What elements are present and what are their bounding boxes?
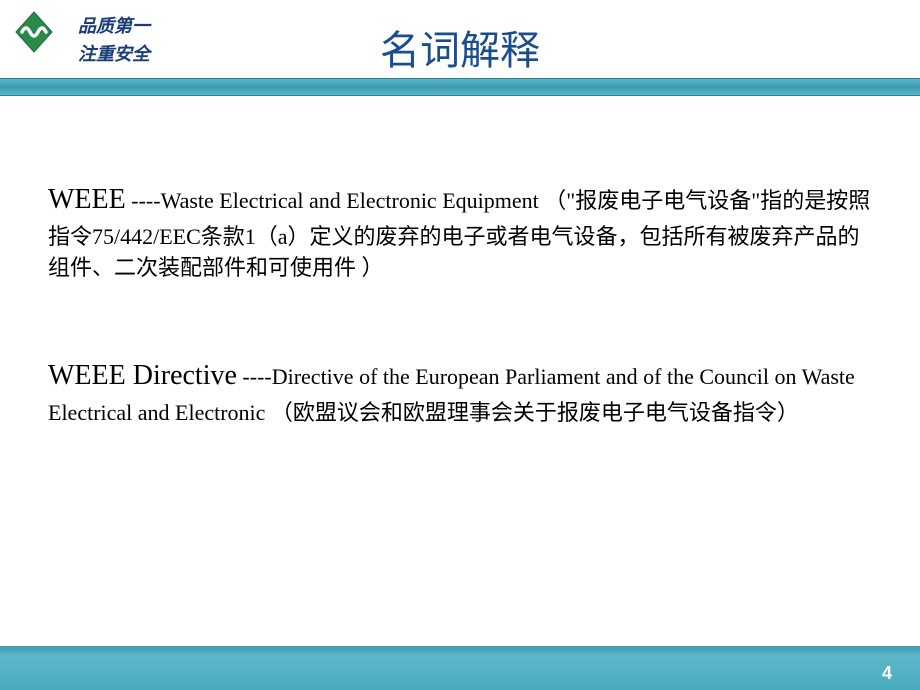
- footer-bar-top: [0, 646, 920, 656]
- logo-icon: [12, 10, 56, 54]
- definition-text-1: Waste Electrical and Electronic Equipmen…: [48, 188, 870, 280]
- term-weee-directive: WEEE Directive: [48, 360, 237, 391]
- term-weee: WEEE: [48, 184, 126, 215]
- tagline: 品质第一 注重安全: [78, 12, 150, 68]
- definition-2: WEEE Directive ----Directive of the Euro…: [48, 356, 872, 428]
- tagline-line2: 注重安全: [78, 40, 150, 68]
- content-region: WEEE ----Waste Electrical and Electronic…: [48, 180, 872, 501]
- tagline-line1: 品质第一: [78, 12, 150, 40]
- footer-bar-bottom: 4: [0, 656, 920, 690]
- header-divider-bar: [0, 78, 920, 96]
- footer-region: 4: [0, 646, 920, 690]
- header-region: 品质第一 注重安全 名词解释: [0, 0, 920, 80]
- page-number: 4: [882, 663, 892, 684]
- separator-2: ----: [237, 364, 272, 389]
- separator-1: ----: [126, 188, 161, 213]
- definition-1: WEEE ----Waste Electrical and Electronic…: [48, 180, 872, 284]
- page-title: 名词解释: [380, 18, 540, 76]
